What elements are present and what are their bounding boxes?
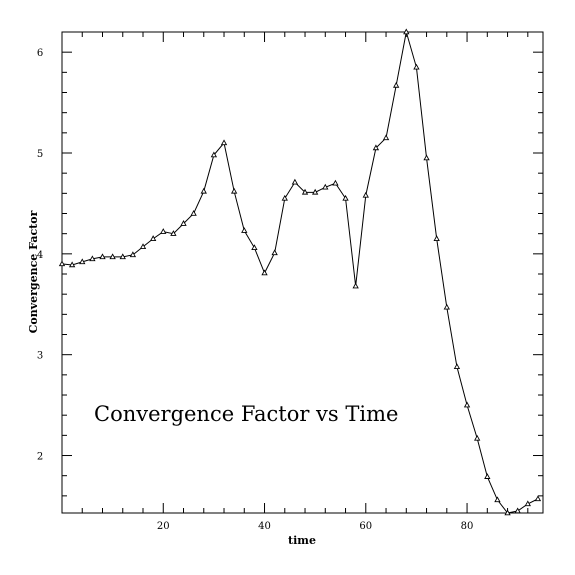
series-line: [61, 31, 539, 514]
data-point: [362, 191, 369, 198]
tick-labels: 20 40 60 80 2 3 4 5 6: [37, 48, 474, 532]
x-tick-label: 40: [258, 521, 271, 532]
data-point: [109, 253, 116, 260]
data-point: [433, 235, 440, 241]
data-point: [332, 179, 339, 186]
data-point: [170, 230, 177, 236]
data-point: [210, 151, 218, 158]
data-point: [190, 209, 197, 216]
data-point: [423, 154, 430, 161]
data-point: [494, 496, 501, 503]
data-point: [139, 243, 147, 250]
data-point: [99, 253, 106, 260]
plot-frame: [61, 31, 544, 514]
data-point: [463, 401, 471, 408]
data-point: [443, 303, 450, 310]
series-layer: [58, 28, 542, 516]
data-point: [200, 187, 207, 194]
data-point: [352, 282, 359, 289]
data-point: [251, 244, 258, 251]
data-point: [403, 28, 410, 35]
y-tick-label: 6: [37, 48, 43, 59]
data-point: [413, 63, 420, 70]
plot-border: [61, 31, 544, 514]
data-point: [261, 269, 268, 276]
data-point: [393, 81, 400, 88]
data-point: [241, 227, 248, 233]
x-axis-title: time: [288, 534, 316, 547]
x-tick-label: 80: [461, 521, 474, 532]
y-tick-label: 3: [37, 351, 43, 362]
data-point: [504, 509, 511, 516]
axis-ticks: [62, 31, 543, 513]
data-point: [129, 251, 137, 258]
data-point: [524, 500, 531, 507]
x-tick-label: 20: [157, 521, 170, 532]
x-tick-label: 60: [359, 521, 372, 532]
chart-annotation: Convergence Factor vs Time: [94, 402, 398, 426]
y-tick-label: 5: [37, 149, 43, 160]
data-point: [149, 235, 157, 241]
data-point: [534, 495, 542, 502]
data-point: [484, 473, 491, 479]
data-point: [58, 260, 66, 267]
y-tick-label: 2: [37, 452, 43, 463]
data-point: [474, 434, 481, 441]
y-tick-label: 4: [37, 250, 43, 261]
data-point: [180, 220, 187, 226]
data-point: [79, 258, 86, 265]
data-point: [119, 253, 126, 260]
data-point: [453, 363, 461, 370]
data-point: [291, 178, 299, 185]
data-point: [322, 183, 329, 190]
y-axis-title: Convergence Factor: [27, 210, 40, 333]
data-point: [372, 144, 380, 151]
data-point: [281, 194, 288, 201]
data-point: [220, 139, 228, 146]
data-point: [382, 134, 390, 141]
data-point: [160, 228, 167, 234]
data-point: [301, 188, 309, 195]
data-point: [271, 249, 278, 256]
data-point: [230, 187, 238, 194]
data-point: [514, 507, 521, 514]
data-point: [68, 261, 76, 268]
data-point: [89, 255, 96, 262]
data-point: [312, 188, 319, 195]
data-point: [342, 194, 349, 201]
